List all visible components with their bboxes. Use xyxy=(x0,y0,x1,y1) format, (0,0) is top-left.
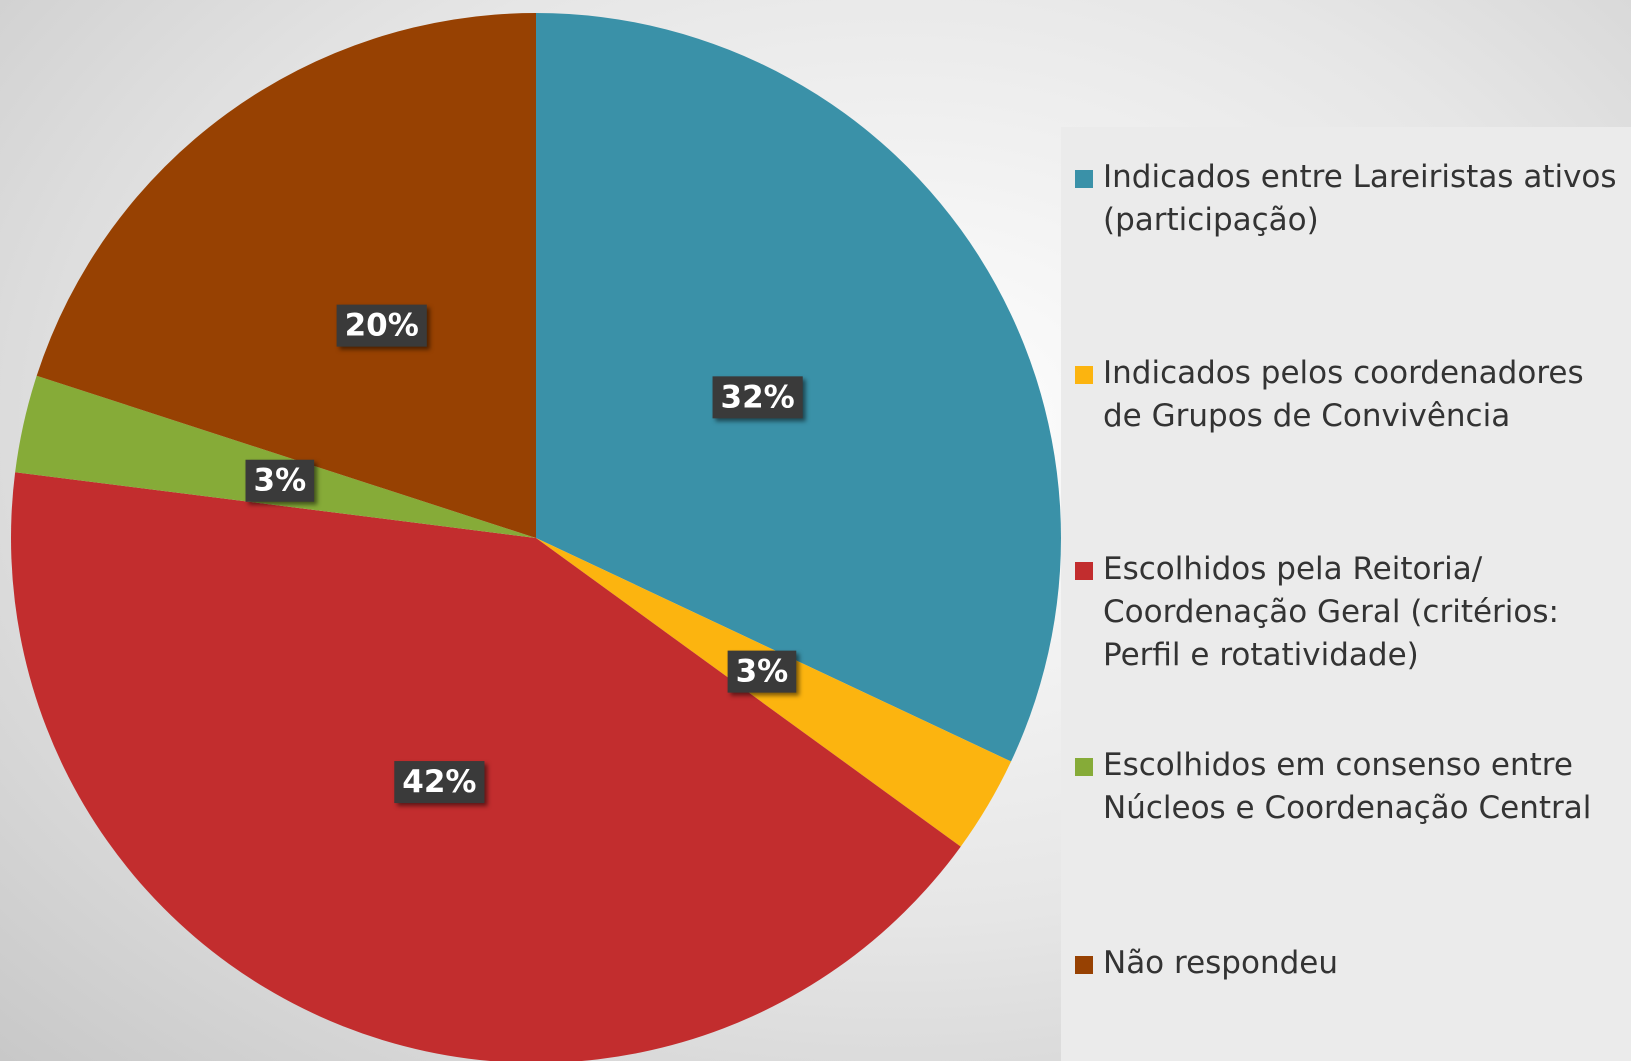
data-label: 3% xyxy=(254,463,307,499)
data-label-box xyxy=(394,761,485,804)
data-label: 20% xyxy=(345,308,419,344)
legend: Indicados entre Lareiristas ativos (part… xyxy=(1061,127,1631,1061)
data-label-box xyxy=(245,459,315,502)
legend-swatch xyxy=(1075,758,1093,776)
data-label-box xyxy=(336,304,427,347)
data-label-group: 3% xyxy=(727,650,797,693)
legend-label: Indicados pelos coordenadores de Grupos … xyxy=(1103,355,1584,434)
legend-item: Não respondeu xyxy=(1075,942,1625,985)
data-label-group: 3% xyxy=(245,459,315,502)
legend-item: Escolhidos pela Reitoria/ Coordenação Ge… xyxy=(1075,548,1625,677)
data-label-box xyxy=(727,650,797,693)
data-label: 3% xyxy=(736,654,789,690)
data-label-box xyxy=(712,376,803,419)
legend-item: Escolhidos em consenso entre Núcleos e C… xyxy=(1075,744,1625,830)
data-label: 32% xyxy=(721,379,795,415)
pie-slice xyxy=(36,13,537,538)
pie-slice xyxy=(11,472,961,1061)
data-label-group: 42% xyxy=(394,761,485,804)
legend-item: Indicados entre Lareiristas ativos (part… xyxy=(1075,156,1625,242)
legend-label: Escolhidos pela Reitoria/ Coordenação Ge… xyxy=(1103,551,1559,673)
legend-label: Não respondeu xyxy=(1103,945,1338,981)
legend-swatch xyxy=(1075,170,1093,188)
pie-slice xyxy=(15,375,537,538)
data-label-group: 20% xyxy=(336,304,427,347)
legend-label: Escolhidos em consenso entre Núcleos e C… xyxy=(1103,747,1592,826)
legend-item: Indicados pelos coordenadores de Grupos … xyxy=(1075,352,1625,438)
legend-swatch xyxy=(1075,366,1093,384)
legend-swatch xyxy=(1075,562,1093,580)
data-label: 42% xyxy=(402,764,476,800)
legend-label: Indicados entre Lareiristas ativos (part… xyxy=(1103,159,1617,238)
legend-swatch xyxy=(1075,956,1093,974)
data-label-group: 32% xyxy=(712,376,803,419)
